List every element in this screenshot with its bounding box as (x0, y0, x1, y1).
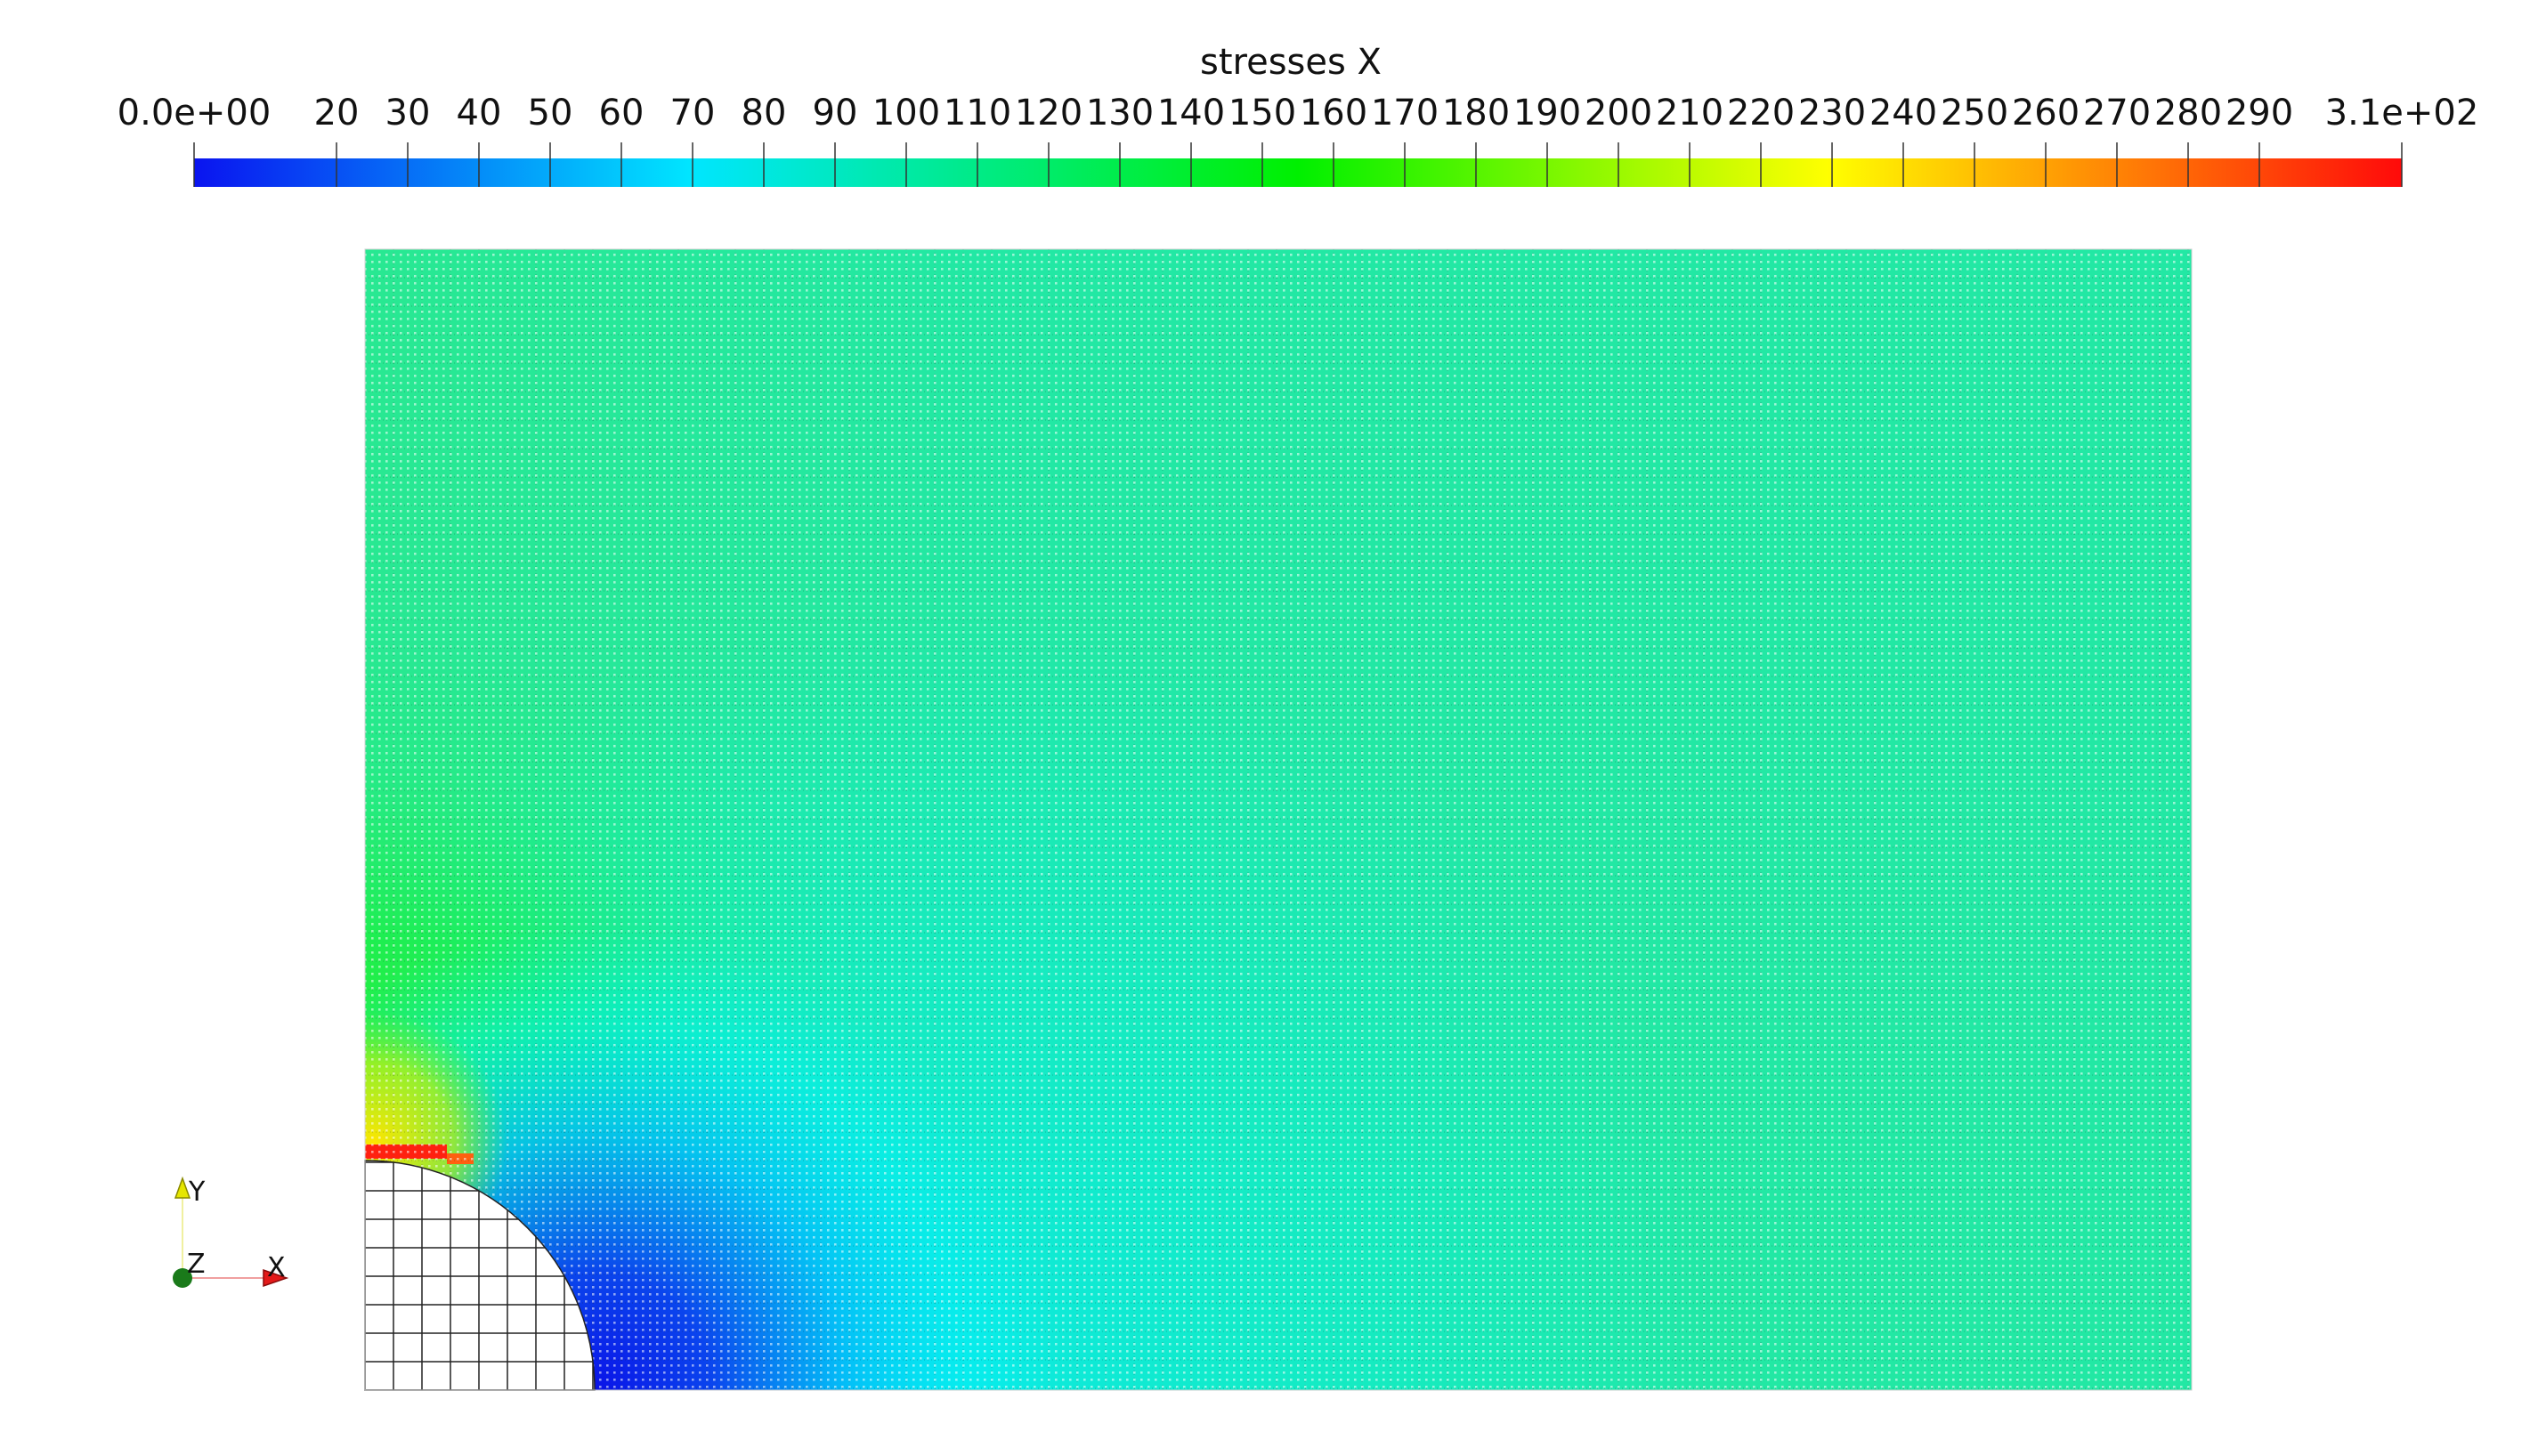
x-axis-label: X (267, 1252, 286, 1283)
mesh-grid (365, 249, 2192, 1390)
colorbar-tick-label: 160 (1300, 93, 1367, 133)
colorbar-tick-label: 0.0e+00 (118, 93, 272, 133)
colorbar-tick-label: 190 (1513, 93, 1581, 133)
colorbar-tick-label: 290 (2226, 93, 2293, 133)
colorbar-tick-label: 3.1e+02 (2325, 93, 2479, 133)
z-axis-label: Z (187, 1249, 206, 1280)
y-axis-label: Y (188, 1177, 206, 1208)
colorbar-tick-label: 270 (2083, 93, 2151, 133)
x-axis-arrow (263, 1268, 289, 1288)
colorbar: 0.0e+00 20 30 40 50 60 70 80 90 100 110 120 130 140 15… (118, 93, 2479, 187)
colorbar-tick-label: 60 (599, 93, 645, 133)
colorbar-labels: 0.0e+00 20 30 40 50 60 70 80 90 100 110 120 130 140 15… (118, 93, 2479, 133)
plate-border (364, 248, 2193, 1391)
colorbar-tick-label: 110 (944, 93, 1011, 133)
colorbar-tick-label: 80 (742, 93, 787, 133)
colorbar-tick-label: 240 (1869, 93, 1937, 133)
colorbar-tick-label: 210 (1656, 93, 1723, 133)
colorbar-tick-label: 170 (1371, 93, 1439, 133)
colorbar-tick-label: 90 (813, 93, 858, 133)
colorbar-tick-label: 20 (314, 93, 360, 133)
colorbar-gradient (194, 158, 2402, 187)
colorbar-tick-label: 130 (1086, 93, 1154, 133)
colorbar-tick-label: 50 (528, 93, 573, 133)
colorbar-tick-label: 120 (1015, 93, 1082, 133)
colorbar-tick-label: 260 (2012, 93, 2080, 133)
colorbar-tick-label: 280 (2154, 93, 2222, 133)
stress-field (365, 249, 2192, 1390)
y-axis-arrow (174, 1176, 191, 1199)
colorbar-tick-label: 150 (1228, 93, 1296, 133)
colorbar-tick-label: 180 (1442, 93, 1510, 133)
colorbar-tick-label: 220 (1727, 93, 1795, 133)
colorbar-ticks (193, 142, 2403, 187)
colorbar-tick-label: 70 (670, 93, 716, 133)
z-axis-marker (173, 1268, 192, 1288)
hole-border (364, 1160, 596, 1391)
colorbar-tick-label: 140 (1157, 93, 1225, 133)
colorbar-tick-label: 40 (457, 93, 502, 133)
colorbar-tick-label: 30 (385, 93, 431, 133)
colorbar-title: stresses X (1200, 42, 1382, 83)
colorbar-tick-label: 250 (1941, 93, 2008, 133)
colorbar-tick-label: 230 (1798, 93, 1866, 133)
colorbar-tick-label: 200 (1585, 93, 1652, 133)
colorbar-tick-label: 100 (872, 93, 940, 133)
